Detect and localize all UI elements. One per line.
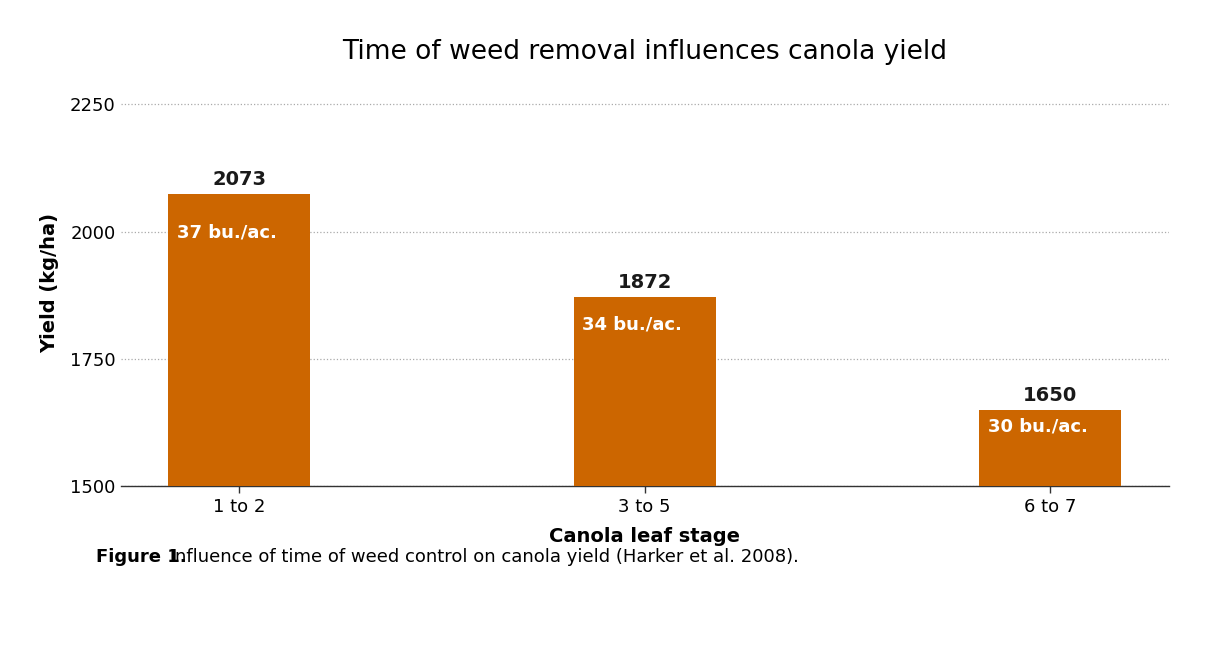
X-axis label: Canola leaf stage: Canola leaf stage xyxy=(549,527,740,546)
Text: 37 bu./ac.: 37 bu./ac. xyxy=(177,223,276,242)
Text: 30 bu./ac.: 30 bu./ac. xyxy=(988,417,1088,436)
Text: 1872: 1872 xyxy=(617,273,672,292)
Y-axis label: Yield (kg/ha): Yield (kg/ha) xyxy=(40,212,59,353)
Bar xyxy=(980,410,1121,486)
Title: Time of weed removal influences canola yield: Time of weed removal influences canola y… xyxy=(342,39,947,66)
Bar xyxy=(574,297,716,486)
Text: 2073: 2073 xyxy=(212,170,266,189)
Text: Influence of time of weed control on canola yield (Harker et al. 2008).: Influence of time of weed control on can… xyxy=(164,548,799,566)
Text: Figure 1.: Figure 1. xyxy=(96,548,187,566)
Bar xyxy=(169,194,310,486)
Text: 1650: 1650 xyxy=(1023,386,1077,405)
Text: 34 bu./ac.: 34 bu./ac. xyxy=(582,316,682,334)
